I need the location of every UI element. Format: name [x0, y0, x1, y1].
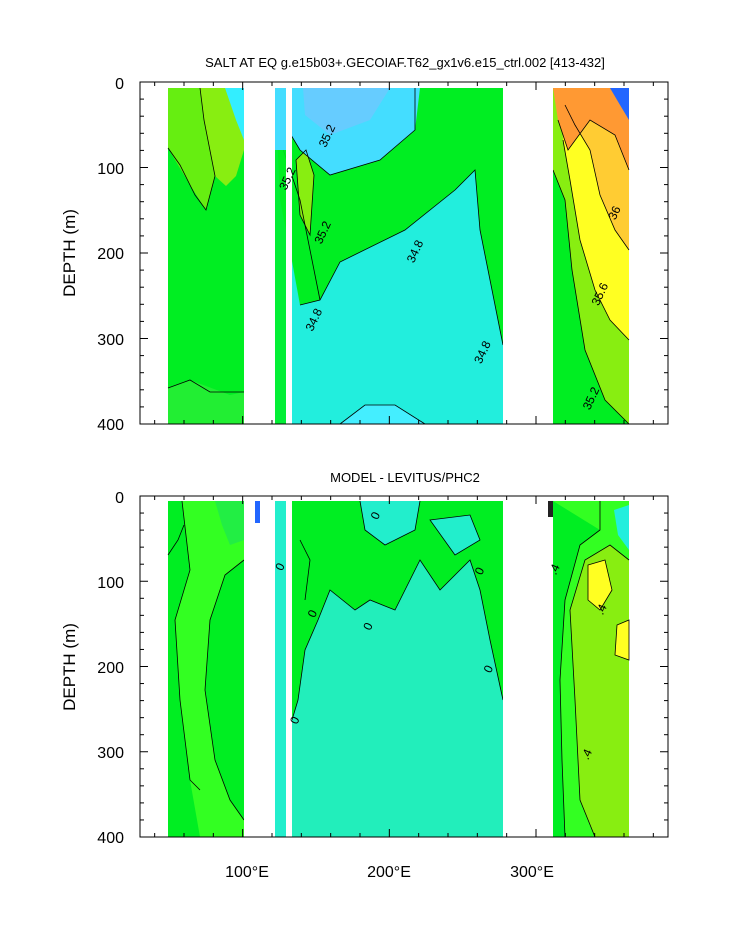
bottom-axis-ticks	[140, 495, 668, 838]
bot-fill-pac-green	[292, 501, 503, 720]
top-contour-field	[167, 87, 630, 425]
top-fill-pac-deep	[340, 405, 425, 424]
bottom-panel: MODEL - LEVITUS/PHC2	[60, 470, 669, 881]
bot-fill-pac-cyan-pocket2	[430, 515, 480, 555]
bottom-y-tick-label: 100	[97, 575, 124, 592]
top-fill-pac-lime	[296, 150, 314, 235]
bottom-y-tick-label: 0	[115, 490, 124, 507]
top-title: SALT AT EQ g.e15b03+.GECOIAF.T62_gx1v6.e…	[205, 55, 605, 70]
top-panel: SALT AT EQ g.e15b03+.GECOIAF.T62_gx1v6.e…	[60, 55, 669, 434]
bot-fill-atl-cyan	[614, 505, 629, 550]
top-fill-pac-aqua2	[303, 88, 390, 135]
bottom-y-axis-label: DEPTH (m)	[60, 623, 79, 711]
top-fill-atl-orange	[553, 88, 629, 170]
bot-fill-strip	[275, 501, 286, 837]
top-axis-ticks	[140, 81, 668, 425]
top-fill-west-deep	[168, 380, 244, 424]
bottom-title: MODEL - LEVITUS/PHC2	[330, 470, 480, 485]
bot-fill-atl-green	[553, 501, 600, 837]
bottom-y-tick-label: 400	[97, 830, 124, 847]
x-tick-label: 300°E	[510, 864, 554, 881]
bot-fill-atl-bright	[553, 501, 629, 837]
top-y-tick-label: 100	[97, 161, 124, 178]
top-fill-west-aqua	[225, 88, 244, 140]
top-fill-atl-blue	[610, 88, 629, 120]
bot-fill-west-bright	[175, 501, 244, 837]
bot-fill-pac-cyan-pocket	[360, 501, 420, 545]
bottom-y-tick-label: 300	[97, 745, 124, 762]
x-tick-label: 100°E	[225, 864, 269, 881]
top-fill-strip-aqua	[275, 88, 286, 150]
bottom-y-tick-label: 200	[97, 660, 124, 677]
top-contour-label: 36	[605, 204, 623, 222]
top-y-tick-label: 300	[97, 332, 124, 349]
top-y-tick-label: 0	[115, 76, 124, 93]
x-tick-label: 200°E	[367, 864, 411, 881]
top-y-tick-label: 400	[97, 417, 124, 434]
top-y-axis-label: DEPTH (m)	[60, 209, 79, 297]
top-y-tick-label: 200	[97, 246, 124, 263]
bot-fill-atl-yellow2	[615, 620, 629, 660]
bot-fill-west-lime	[215, 501, 244, 545]
top-fill-west-lime	[200, 88, 244, 186]
top-fill-narrow-strip	[275, 88, 286, 424]
top-fill-west-lime-left	[168, 88, 215, 210]
bottom-contour-field	[167, 500, 630, 838]
bot-fill-atl-yellow1	[588, 560, 612, 610]
